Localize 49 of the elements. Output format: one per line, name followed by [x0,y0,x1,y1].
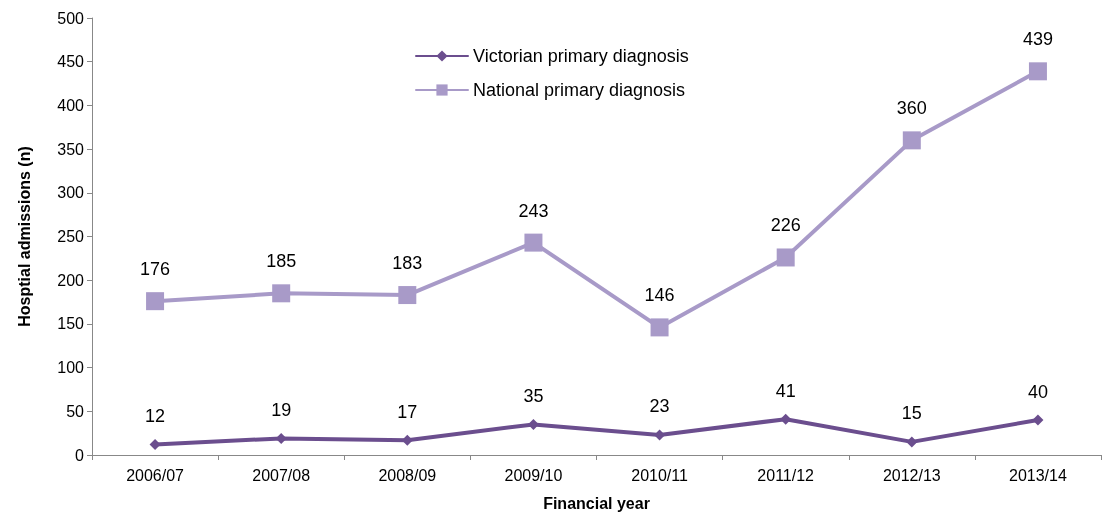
point [272,284,291,303]
y-tick-label: 150 [57,315,85,333]
y-tick-label: 250 [57,228,85,245]
x-tick-label: 2012/13 [882,466,941,484]
data-label: 439 [1022,29,1053,50]
y-axis-title: Hosptial admissions (n) [15,146,33,327]
data-label: 226 [770,215,801,236]
y-tick-label: 350 [57,140,85,158]
data-label: 35 [523,385,544,406]
point [1028,62,1047,81]
x-tick-label: 2008/09 [378,466,437,484]
point [146,292,165,311]
y-tick-label: 100 [57,359,85,377]
data-label: 360 [896,98,927,119]
data-label: 176 [140,259,171,280]
data-label: 12 [145,406,166,427]
point [776,248,795,267]
point [398,286,417,305]
x-axis-title: Financial year [543,494,650,512]
data-label: 243 [518,200,549,221]
x-tick-label: 2011/12 [757,466,815,484]
data-label: 17 [397,401,418,422]
data-label: 40 [1027,381,1048,402]
y-tick-label: 200 [57,271,85,289]
data-label: 41 [775,380,796,401]
x-tick-label: 2009/10 [504,466,563,484]
legend-label: Victorian primary diagnosis [473,46,689,66]
point [1032,414,1044,426]
y-tick-label: 300 [57,184,85,202]
x-tick-label: 2006/07 [126,466,185,484]
data-label: 146 [644,285,675,306]
point [650,318,669,337]
data-label: 15 [901,403,922,424]
data-label: 19 [271,399,292,420]
point [902,131,921,150]
point [524,233,543,252]
legend-label: National primary diagnosis [473,80,686,100]
y-tick-label: 500 [57,9,85,27]
y-tick-label: 450 [57,53,85,71]
x-tick-label: 2007/08 [252,466,311,484]
data-label: 185 [266,251,297,272]
data-label: 183 [392,253,423,274]
y-tick-label: 0 [75,446,85,464]
x-tick-label: 2013/14 [1009,466,1067,484]
data-label: 23 [649,396,670,417]
y-tick-label: 50 [66,402,85,420]
x-tick-label: 2010/11 [631,466,688,484]
y-tick-label: 400 [57,96,85,114]
point [906,436,918,448]
